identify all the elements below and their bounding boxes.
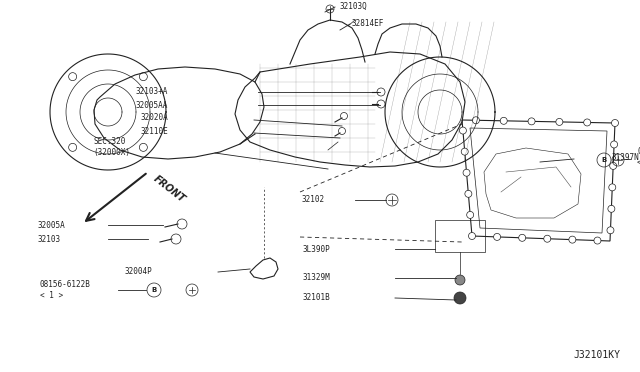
Text: B: B [602,157,607,163]
Text: 32020A: 32020A [140,113,168,122]
Text: 32101B: 32101B [302,294,330,302]
Circle shape [569,236,576,243]
Circle shape [463,169,470,176]
Text: 32004P: 32004P [124,267,152,276]
Text: 32103: 32103 [38,234,61,244]
Circle shape [556,118,563,125]
Circle shape [465,190,472,197]
Circle shape [518,234,525,241]
Circle shape [461,148,468,155]
Text: 32102: 32102 [302,196,325,205]
Circle shape [610,163,617,169]
Circle shape [500,117,508,124]
Circle shape [467,211,474,218]
Text: 32103Q: 32103Q [340,1,368,10]
Circle shape [584,119,591,126]
Text: SEC.320
(32000X): SEC.320 (32000X) [93,137,130,157]
Text: 31397N: 31397N [612,153,640,161]
Text: 32103+A: 32103+A [136,87,168,96]
Circle shape [611,119,618,126]
Text: 3L390P: 3L390P [302,244,330,253]
Circle shape [528,118,535,125]
Circle shape [454,292,466,304]
Circle shape [594,237,601,244]
Text: 32005A: 32005A [38,221,66,230]
Circle shape [611,141,618,148]
Circle shape [493,233,500,240]
Circle shape [460,127,467,134]
Circle shape [468,232,476,240]
Text: J32101KY: J32101KY [573,350,620,360]
Circle shape [607,227,614,234]
Circle shape [609,184,616,191]
Text: 32005AA: 32005AA [136,100,168,109]
Circle shape [608,205,615,212]
Text: B: B [152,287,157,293]
Text: 32814EF: 32814EF [352,19,385,28]
Text: 32110E: 32110E [140,126,168,135]
Circle shape [472,117,479,124]
Text: FRONT: FRONT [152,174,188,205]
Text: 08156-6125M
< 21 >: 08156-6125M < 21 > [637,147,640,167]
Text: 08156-6122B
< 1 >: 08156-6122B < 1 > [40,280,91,300]
Text: 31329M: 31329M [302,273,330,282]
Circle shape [455,275,465,285]
Circle shape [544,235,551,242]
